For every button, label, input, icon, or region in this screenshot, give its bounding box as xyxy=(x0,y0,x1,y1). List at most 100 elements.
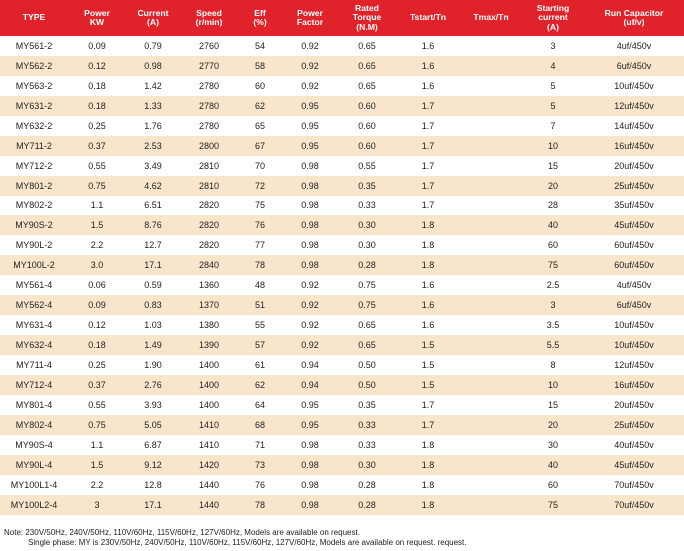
cell-power-factor: 0.92 xyxy=(301,80,319,91)
cell-type: MY801-4 xyxy=(15,399,53,410)
cell-power-kw: 0.12 xyxy=(88,60,106,71)
table-body: MY561-2 0.09 0.79 2760 54 0.92 0.65 1.6 3 4uf/450… xyxy=(0,36,684,515)
cell-tmax-tn xyxy=(460,136,522,156)
cell-run-capacitor: 10uf/450v xyxy=(614,320,654,331)
cell-run-capacitor: 14uf/450v xyxy=(614,120,654,131)
cell-run-capacitor: 4uf/450v xyxy=(616,40,652,51)
cell-tmax-tn xyxy=(460,255,522,275)
cell-rated-torque: 0.28 xyxy=(358,260,376,271)
cell-tmax-tn xyxy=(460,435,522,455)
table-row: MY562-4 0.09 0.83 1370 51 0.92 0.75 1.6 3 6uf/450… xyxy=(0,295,684,316)
cell-power-factor: 0.98 xyxy=(301,439,319,450)
table-row: MY712-2 0.55 3.49 2810 70 0.98 0.55 1.7 15 20uf/4… xyxy=(0,156,684,176)
cell-power-kw: 0.37 xyxy=(88,379,106,390)
table-row: MY711-2 0.37 2.53 2800 67 0.95 0.60 1.7 10 16uf/4… xyxy=(0,135,684,156)
cell-tmax-tn xyxy=(460,176,522,196)
table-row: MY100L-2 3.0 17.1 2840 78 0.98 0.28 1.8 75 60uf/4… xyxy=(0,255,684,276)
cell-current: 6.51 xyxy=(144,200,162,211)
cell-type: MY100L-2 xyxy=(13,260,55,271)
cell-type: MY802-2 xyxy=(15,200,53,211)
cell-run-capacitor: 20uf/450v xyxy=(614,399,654,410)
cell-power-kw: 1.5 xyxy=(90,459,104,470)
table-row: MY563-2 0.18 1.42 2780 60 0.92 0.65 1.6 5 10uf/45… xyxy=(0,76,684,96)
cell-power-kw: 0.55 xyxy=(88,160,106,171)
cell-starting-current: 7 xyxy=(550,120,556,131)
cell-rated-torque: 0.75 xyxy=(358,280,376,291)
cell-type: MY561-2 xyxy=(15,40,53,51)
cell-power-factor: 0.95 xyxy=(301,419,319,430)
cell-power-kw: 2.2 xyxy=(90,479,104,490)
header-speed: Speed (r/min) xyxy=(195,7,223,27)
cell-current: 0.79 xyxy=(144,40,162,51)
cell-rated-torque: 0.65 xyxy=(358,320,376,331)
cell-speed: 1440 xyxy=(198,479,220,490)
cell-tmax-tn xyxy=(460,415,522,435)
cell-speed: 1400 xyxy=(198,399,220,410)
cell-eff: 61 xyxy=(254,359,265,370)
cell-tstart-tn: 1.8 xyxy=(421,260,435,271)
cell-current: 0.59 xyxy=(144,280,162,291)
cell-eff: 73 xyxy=(254,459,265,470)
cell-rated-torque: 0.75 xyxy=(358,300,376,311)
cell-tstart-tn: 1.8 xyxy=(421,479,435,490)
cell-tstart-tn: 1.6 xyxy=(421,60,435,71)
cell-power-factor: 0.94 xyxy=(301,359,319,370)
cell-current: 17.1 xyxy=(144,499,162,510)
header-rated-torque: Rated Torque (N.M) xyxy=(352,2,382,32)
table-row: MY90L-4 1.5 9.12 1420 73 0.98 0.30 1.8 40 45uf/45… xyxy=(0,454,684,475)
cell-tmax-tn xyxy=(460,335,522,355)
cell-starting-current: 8 xyxy=(550,359,556,370)
cell-eff: 75 xyxy=(254,200,265,211)
table-row: MY90S-4 1.1 6.87 1410 71 0.98 0.33 1.8 30 40uf/45… xyxy=(0,435,684,455)
cell-power-kw: 0.12 xyxy=(88,320,106,331)
motor-spec-table: TYPE Power KW Current (A) Speed (r/min) Eff … xyxy=(0,0,684,515)
cell-tmax-tn xyxy=(460,395,522,415)
cell-tmax-tn xyxy=(460,96,522,116)
cell-type: MY631-4 xyxy=(15,320,53,331)
cell-rated-torque: 0.60 xyxy=(358,120,376,131)
cell-run-capacitor: 16uf/450v xyxy=(614,140,654,151)
cell-tmax-tn xyxy=(460,475,522,495)
cell-tmax-tn xyxy=(460,375,522,395)
cell-power-factor: 0.98 xyxy=(301,240,319,251)
cell-power-factor: 0.92 xyxy=(301,40,319,51)
cell-power-kw: 1.1 xyxy=(90,439,104,450)
cell-tmax-tn xyxy=(460,235,522,255)
cell-speed: 1400 xyxy=(198,379,220,390)
cell-tstart-tn: 1.6 xyxy=(421,300,435,311)
cell-run-capacitor: 60uf/450v xyxy=(614,240,654,251)
cell-run-capacitor: 40uf/450v xyxy=(614,439,654,450)
cell-power-factor: 0.92 xyxy=(301,320,319,331)
cell-rated-torque: 0.65 xyxy=(358,340,376,351)
cell-run-capacitor: 6uf/450v xyxy=(616,60,652,71)
cell-tstart-tn: 1.7 xyxy=(421,160,435,171)
cell-tstart-tn: 1.8 xyxy=(421,499,435,510)
cell-tstart-tn: 1.7 xyxy=(421,140,435,151)
cell-power-factor: 0.98 xyxy=(301,260,319,271)
cell-starting-current: 4 xyxy=(550,60,556,71)
cell-power-kw: 0.09 xyxy=(88,300,106,311)
cell-speed: 2840 xyxy=(198,260,220,271)
header-tmax-tn: Tmax/Tn xyxy=(473,12,509,23)
cell-starting-current: 10 xyxy=(547,379,558,390)
cell-run-capacitor: 10uf/450v xyxy=(614,80,654,91)
cell-starting-current: 40 xyxy=(547,459,558,470)
cell-tmax-tn xyxy=(460,355,522,375)
cell-starting-current: 15 xyxy=(547,160,558,171)
cell-power-factor: 0.98 xyxy=(301,479,319,490)
cell-tmax-tn xyxy=(460,455,522,475)
cell-type: MY563-2 xyxy=(15,80,53,91)
cell-type: MY712-4 xyxy=(15,379,53,390)
cell-speed: 1410 xyxy=(198,439,220,450)
cell-run-capacitor: 16uf/450v xyxy=(614,379,654,390)
cell-eff: 54 xyxy=(254,40,265,51)
footnote: Note: 230V/50Hz, 240V/50Hz, 110V/60Hz, 1… xyxy=(4,528,466,548)
table-row: MY100L2-4 3 17.1 1440 78 0.98 0.28 1.8 75 70uf/45… xyxy=(0,494,684,515)
cell-speed: 1370 xyxy=(198,300,220,311)
cell-power-factor: 0.98 xyxy=(301,220,319,231)
cell-tmax-tn xyxy=(460,196,522,216)
cell-eff: 67 xyxy=(254,140,265,151)
cell-run-capacitor: 6uf/450v xyxy=(616,300,652,311)
cell-rated-torque: 0.65 xyxy=(358,40,376,51)
